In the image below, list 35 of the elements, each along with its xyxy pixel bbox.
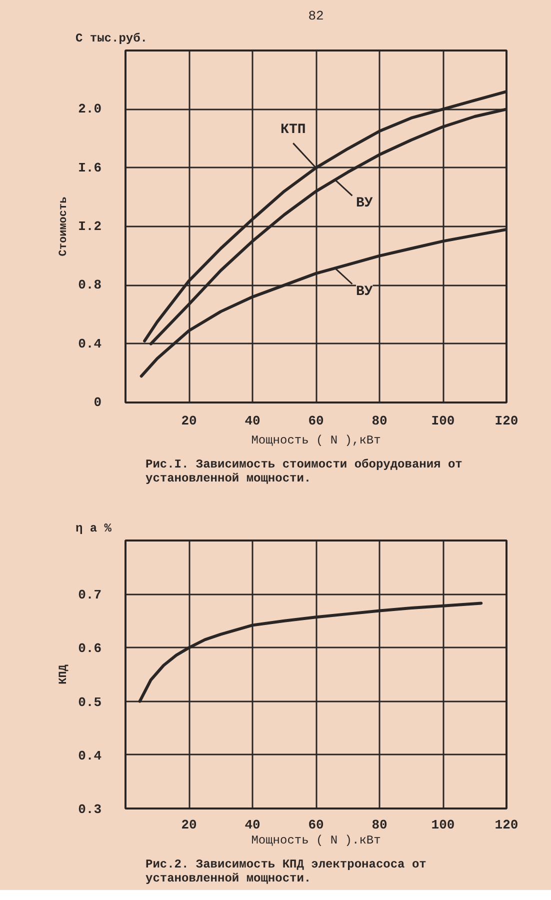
- y-tick-label: 0.6: [78, 641, 102, 656]
- x-tick-label: 120: [494, 818, 518, 832]
- y-tick-label: I.2: [78, 219, 102, 234]
- text: η а %: [76, 522, 112, 536]
- x-tick-label: 100: [431, 818, 455, 832]
- x-tick-label: 20: [181, 818, 197, 832]
- legend-label: ВУ: [356, 196, 374, 212]
- x-tick-label: 40: [244, 818, 260, 832]
- text: 82: [308, 8, 324, 24]
- x-tick-label: 40: [244, 414, 260, 428]
- x-tick-label: 60: [308, 818, 324, 832]
- y-tick-label: I.6: [78, 160, 102, 176]
- x-tick-label: 60: [308, 414, 324, 428]
- x-tick-label: 20: [181, 414, 197, 428]
- x-tick-label: I00: [431, 414, 455, 428]
- x-tick-label: I20: [494, 414, 518, 428]
- y-tick-label: 0.3: [78, 802, 102, 817]
- text: С тыс.руб.: [76, 32, 148, 46]
- y-tick-label: 0.8: [78, 278, 102, 293]
- y-axis-title: Стоимость: [58, 196, 70, 256]
- y-tick-label: 0: [94, 395, 102, 410]
- x-axis-title: Мощность ( N ).кВт: [251, 834, 381, 848]
- y-tick-label: 0.5: [78, 694, 102, 710]
- x-tick-label: 80: [372, 818, 388, 832]
- y-tick-label: 0.4: [78, 336, 102, 352]
- x-axis-title: Мощность ( N ),кВт: [251, 434, 381, 448]
- y-tick-label: 0.7: [78, 588, 102, 603]
- text: КТП: [280, 122, 306, 138]
- y-tick-label: 2.0: [78, 102, 102, 117]
- y-tick-label: 0.4: [78, 748, 102, 764]
- text: Рис.2. Зависимость КПД электронасоса от установленной мощности.: [146, 858, 426, 886]
- y-axis-title: КПД: [58, 664, 70, 684]
- x-tick-label: 80: [372, 414, 388, 428]
- legend-label: ВУ: [356, 284, 374, 300]
- text: Рис.I. Зависимость стоимости оборудования от установленной мощности.: [146, 458, 462, 486]
